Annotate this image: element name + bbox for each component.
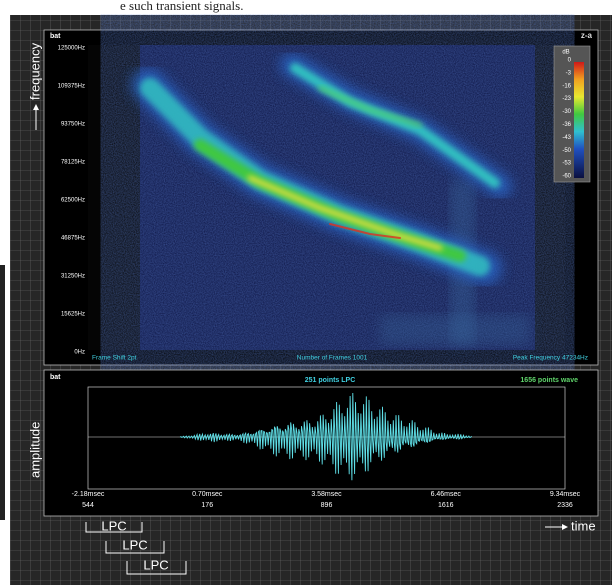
- frequency-tick-label: 125000Hz: [58, 46, 85, 52]
- amplitude-label: amplitude: [27, 422, 42, 478]
- colorbar-label: -36: [562, 122, 571, 128]
- colorbar-label: -30: [562, 109, 571, 115]
- faint-band: [380, 315, 530, 345]
- logo: z-a: [581, 31, 593, 40]
- frequency-tick-label: 0Hz: [74, 350, 85, 356]
- colorbar-label: -43: [562, 135, 571, 141]
- sample-tick-label: 544: [82, 502, 94, 509]
- lpc-frame: LPC: [101, 518, 126, 533]
- colorbar-label: -60: [562, 174, 571, 180]
- colorbar: [574, 62, 584, 178]
- time-label: time: [571, 518, 596, 533]
- colorbar-unit: dB: [562, 50, 569, 56]
- frequency-tick-label: 46875Hz: [61, 236, 85, 242]
- colorbar-label: -16: [562, 83, 571, 89]
- colorbar-label: -53: [562, 161, 571, 167]
- left-bar: [0, 265, 5, 520]
- frequency-tick-label: 78125Hz: [61, 160, 85, 166]
- waveform-title: bat: [50, 374, 61, 381]
- time-tick-label: 6.46msec: [431, 491, 462, 498]
- spectrogram-title: bat: [50, 33, 61, 40]
- frequency-tick-label: 62500Hz: [61, 198, 85, 204]
- sample-tick-label: 896: [321, 502, 333, 509]
- time-tick-label: 9.34msec: [550, 491, 581, 498]
- wave-label: 1656 points wave: [520, 377, 578, 384]
- lpc-frame: LPC: [143, 557, 168, 572]
- sample-tick-label: 176: [201, 502, 213, 509]
- figure: e such transient signals. bat z-a dB0-3-…: [0, 0, 612, 585]
- colorbar-label: -50: [562, 148, 571, 154]
- time-tick-label: -2.18msec: [72, 491, 105, 498]
- frequency-tick-label: 109375Hz: [58, 84, 85, 90]
- colorbar-label: -3: [566, 70, 572, 76]
- colorbar-label: -23: [562, 96, 571, 102]
- lpc-frame: LPC: [122, 537, 147, 552]
- sample-tick-label: 2336: [557, 502, 573, 509]
- footer-text: Frame Shift 2pt: [92, 355, 137, 362]
- time-tick-label: 3.58msec: [311, 491, 342, 498]
- frequency-tick-label: 15625Hz: [61, 312, 85, 318]
- lpc-label: 251 points LPC: [305, 377, 356, 384]
- frequency-tick-label: 31250Hz: [61, 274, 85, 280]
- time-tick-label: 0.70msec: [192, 491, 223, 498]
- footer-text: Peak Frequency 47234Hz: [513, 355, 588, 362]
- frequency-label: frequency: [27, 42, 42, 100]
- frequency-tick-label: 93750Hz: [61, 122, 85, 128]
- sample-tick-label: 1616: [438, 502, 454, 509]
- top-text: e such transient signals.: [120, 0, 243, 13]
- colorbar-box: [554, 46, 590, 182]
- footer-text: Number of Frames 1001: [297, 355, 368, 362]
